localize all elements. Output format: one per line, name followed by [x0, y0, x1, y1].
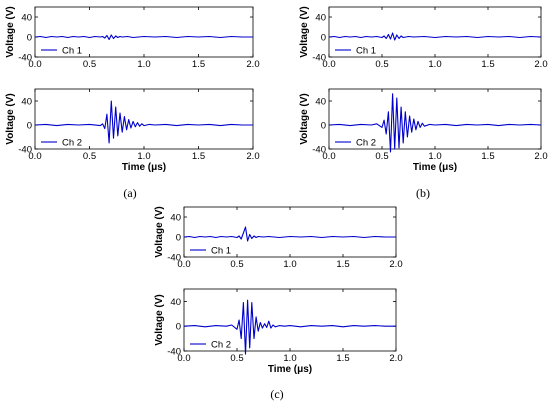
panel-a-bottom-ylabel: Voltage (V)	[5, 93, 16, 144]
panel-b-bottom-ytick-label: 40	[315, 97, 326, 108]
panel-b-bottom-ytick-label: -40	[312, 145, 326, 156]
panel-c-top-xtick-label: 0.0	[177, 259, 190, 270]
panel-c-bottom-ytick-label: 40	[170, 297, 181, 308]
panel-a-bottom-xtick-label: 1.5	[192, 151, 205, 162]
panel-a-top-xtick-label: 0.0	[28, 59, 41, 70]
panel-b-top-ytick-label: 40	[315, 13, 326, 24]
panel-c-top-legend-label: Ch 1	[211, 246, 231, 257]
panel-b-top-ytick-label: 0	[321, 33, 326, 44]
panel-c-bottom-xtick-label: 0.5	[230, 353, 243, 364]
panel-c-bottom-legend-label: Ch 2	[211, 340, 231, 351]
panel-b-top-legend-label: Ch 1	[356, 46, 376, 57]
panel-c-bottom-xtick-label: 1.5	[336, 353, 349, 364]
panel-c-top-ytick-label: 40	[170, 213, 181, 224]
panel-b-bottom-xtick-label: 1.5	[481, 151, 494, 162]
panel-a-bottom-xtick-label: 0.5	[83, 151, 96, 162]
panel-c-bottom-ytick-label: -40	[167, 347, 181, 358]
panel-c-top-series-line	[183, 226, 396, 242]
panel-a-bottom-xtick-label: 1.0	[137, 151, 150, 162]
panel-b-top-xtick-label: 1.5	[481, 59, 494, 70]
panel-a-top-ytick-label: 40	[21, 13, 32, 24]
panel-c-bottom-xlabel: Time (μs)	[268, 364, 312, 375]
panel-b-top-xtick-label: 1.0	[428, 59, 441, 70]
panel-b-top-xtick-label: 0.5	[375, 59, 388, 70]
panel-a-bottom-series-line	[34, 100, 253, 144]
panel-a-bottom-ytick-label: -40	[18, 145, 32, 156]
panel-b-bottom-xtick-label: 0.5	[375, 151, 388, 162]
panel-c-bottom-ylabel: Voltage (V)	[154, 294, 165, 345]
panel-c-bottom-xtick-label: 1.0	[283, 353, 296, 364]
panel-a-top-ylabel: Voltage (V)	[5, 6, 16, 57]
panel-a-top-xtick-label: 2.0	[246, 59, 259, 70]
panel-a-bottom-legend-label: Ch 2	[62, 138, 82, 149]
panel-b-bottom-xtick-label: 0.0	[322, 151, 335, 162]
panel-b-bottom-xtick-label: 1.0	[428, 151, 441, 162]
panel-b-bottom-series-line	[328, 93, 542, 153]
panel-b-bottom-xtick-label: 2.0	[534, 151, 547, 162]
panel-b-top-series-line	[328, 32, 542, 41]
panel-a-top-xtick-label: 1.5	[192, 59, 205, 70]
panel-a-top-xtick-label: 0.5	[83, 59, 96, 70]
panel-c-bottom-ytick-label: 0	[176, 322, 181, 333]
panel-b-bottom-ytick-label: 0	[321, 121, 326, 132]
panel-a-bottom-xtick-label: 0.0	[28, 151, 41, 162]
panel-c-top-xtick-label: 0.5	[230, 259, 243, 270]
panel-c-bottom-series-line	[183, 299, 396, 355]
panel-a-bottom-ytick-label: 0	[27, 121, 32, 132]
panel-b-top-xtick-label: 2.0	[534, 59, 547, 70]
panel-b-top-ytick-label: -40	[312, 53, 326, 64]
panel-a-top-ytick-label: 0	[27, 33, 32, 44]
panel-b-bottom-ylabel: Voltage (V)	[299, 93, 310, 144]
panel-c-bottom-xtick-label: 2.0	[389, 353, 402, 364]
panel-a-top-legend-label: Ch 1	[62, 46, 82, 57]
panel-a-top-xtick-label: 1.0	[137, 59, 150, 70]
panel-caption: (b)	[416, 186, 430, 200]
panel-c-top-xtick-label: 2.0	[389, 259, 402, 270]
panel-caption: (a)	[123, 186, 136, 200]
panel-b-bottom-xlabel: Time (μs)	[413, 162, 457, 173]
panel-b-bottom-legend-label: Ch 2	[356, 138, 376, 149]
panel-c-top-ytick-label: 0	[176, 233, 181, 244]
panel-c-top-ytick-label: -40	[167, 253, 181, 264]
panel-b-top-xtick-label: 0.0	[322, 59, 335, 70]
panel-c-top-xtick-label: 1.0	[283, 259, 296, 270]
panel-a-bottom-xlabel: Time (μs)	[122, 162, 166, 173]
panel-a-bottom-ytick-label: 40	[21, 97, 32, 108]
panel-c-top-ylabel: Voltage (V)	[154, 206, 165, 257]
panel-b-top-ylabel: Voltage (V)	[299, 6, 310, 57]
panel-a-top-series-line	[34, 34, 253, 41]
panel-a-bottom-xtick-label: 2.0	[246, 151, 259, 162]
panel-c-top-xtick-label: 1.5	[336, 259, 349, 270]
panel-a-top-ytick-label: -40	[18, 53, 32, 64]
panel-caption: (c)	[270, 387, 283, 401]
panel-c-bottom-xtick-label: 0.0	[177, 353, 190, 364]
